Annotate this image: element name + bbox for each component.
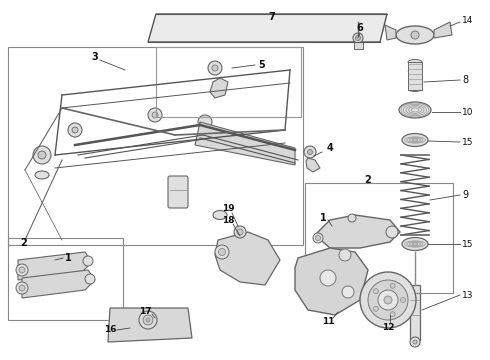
- Circle shape: [38, 151, 46, 159]
- Polygon shape: [22, 270, 95, 298]
- Bar: [156, 47, 301, 117]
- Polygon shape: [434, 22, 452, 38]
- Circle shape: [410, 337, 420, 347]
- Text: 16: 16: [104, 325, 116, 334]
- Text: 7: 7: [269, 12, 275, 22]
- Polygon shape: [295, 248, 368, 315]
- Circle shape: [339, 249, 351, 261]
- Text: 14: 14: [462, 15, 473, 24]
- Circle shape: [384, 296, 392, 304]
- Text: 2: 2: [365, 175, 371, 185]
- Circle shape: [19, 267, 25, 273]
- Text: 1: 1: [65, 253, 72, 263]
- Text: 18: 18: [222, 216, 234, 225]
- Circle shape: [33, 146, 51, 164]
- Text: 4: 4: [327, 143, 333, 153]
- Circle shape: [386, 226, 398, 238]
- Circle shape: [400, 297, 406, 302]
- Text: 11: 11: [322, 318, 334, 327]
- Polygon shape: [195, 122, 295, 165]
- Text: 19: 19: [221, 203, 234, 212]
- Circle shape: [152, 112, 158, 118]
- Circle shape: [146, 318, 150, 322]
- Text: 15: 15: [462, 239, 473, 248]
- Text: 10: 10: [462, 108, 473, 117]
- Circle shape: [148, 108, 162, 122]
- Circle shape: [198, 115, 212, 129]
- Ellipse shape: [408, 68, 422, 73]
- Circle shape: [72, 127, 78, 133]
- FancyBboxPatch shape: [408, 62, 422, 90]
- Text: 9: 9: [462, 190, 468, 200]
- Circle shape: [356, 36, 361, 41]
- Ellipse shape: [409, 77, 421, 82]
- Text: 5: 5: [259, 60, 266, 70]
- FancyBboxPatch shape: [168, 176, 188, 208]
- Circle shape: [316, 235, 320, 240]
- Circle shape: [83, 256, 93, 266]
- Circle shape: [208, 61, 222, 75]
- Ellipse shape: [35, 171, 49, 179]
- Bar: [8, 238, 123, 320]
- Polygon shape: [210, 78, 228, 98]
- Circle shape: [143, 315, 153, 325]
- Circle shape: [320, 270, 336, 286]
- Text: 2: 2: [21, 238, 27, 248]
- Circle shape: [68, 123, 82, 137]
- Ellipse shape: [408, 59, 422, 64]
- Circle shape: [368, 280, 408, 320]
- Circle shape: [308, 149, 313, 154]
- Circle shape: [348, 214, 356, 222]
- Ellipse shape: [409, 86, 421, 91]
- Bar: [8, 47, 303, 245]
- Text: 8: 8: [462, 75, 468, 85]
- Polygon shape: [18, 252, 92, 280]
- Ellipse shape: [402, 238, 428, 251]
- Polygon shape: [315, 215, 400, 248]
- FancyBboxPatch shape: [410, 285, 420, 340]
- Text: 17: 17: [139, 307, 151, 316]
- Polygon shape: [108, 308, 192, 342]
- Circle shape: [390, 283, 395, 288]
- Circle shape: [373, 289, 378, 294]
- Text: 3: 3: [92, 52, 98, 62]
- Circle shape: [212, 65, 218, 71]
- Circle shape: [304, 146, 316, 158]
- Text: 12: 12: [382, 324, 394, 333]
- Circle shape: [234, 226, 246, 238]
- Circle shape: [342, 286, 354, 298]
- Circle shape: [378, 290, 398, 310]
- Circle shape: [139, 311, 157, 329]
- Circle shape: [215, 245, 229, 259]
- Circle shape: [413, 340, 417, 344]
- FancyBboxPatch shape: [353, 41, 363, 49]
- Text: 15: 15: [462, 138, 473, 147]
- Circle shape: [313, 233, 323, 243]
- Ellipse shape: [399, 102, 431, 118]
- Text: 6: 6: [357, 23, 364, 33]
- Circle shape: [390, 312, 395, 317]
- Ellipse shape: [402, 134, 428, 147]
- Circle shape: [411, 31, 419, 39]
- Polygon shape: [306, 158, 320, 172]
- Ellipse shape: [396, 26, 434, 44]
- Circle shape: [19, 285, 25, 291]
- Circle shape: [85, 274, 95, 284]
- Polygon shape: [148, 14, 387, 42]
- Circle shape: [360, 272, 416, 328]
- Circle shape: [16, 264, 28, 276]
- Text: 1: 1: [319, 213, 326, 223]
- Circle shape: [219, 248, 225, 256]
- Polygon shape: [385, 25, 396, 40]
- Circle shape: [237, 229, 243, 235]
- Circle shape: [373, 306, 378, 311]
- Text: 13: 13: [462, 291, 473, 300]
- Ellipse shape: [213, 211, 227, 220]
- Polygon shape: [215, 232, 280, 285]
- Circle shape: [16, 282, 28, 294]
- Circle shape: [353, 33, 363, 43]
- Bar: [305, 183, 453, 293]
